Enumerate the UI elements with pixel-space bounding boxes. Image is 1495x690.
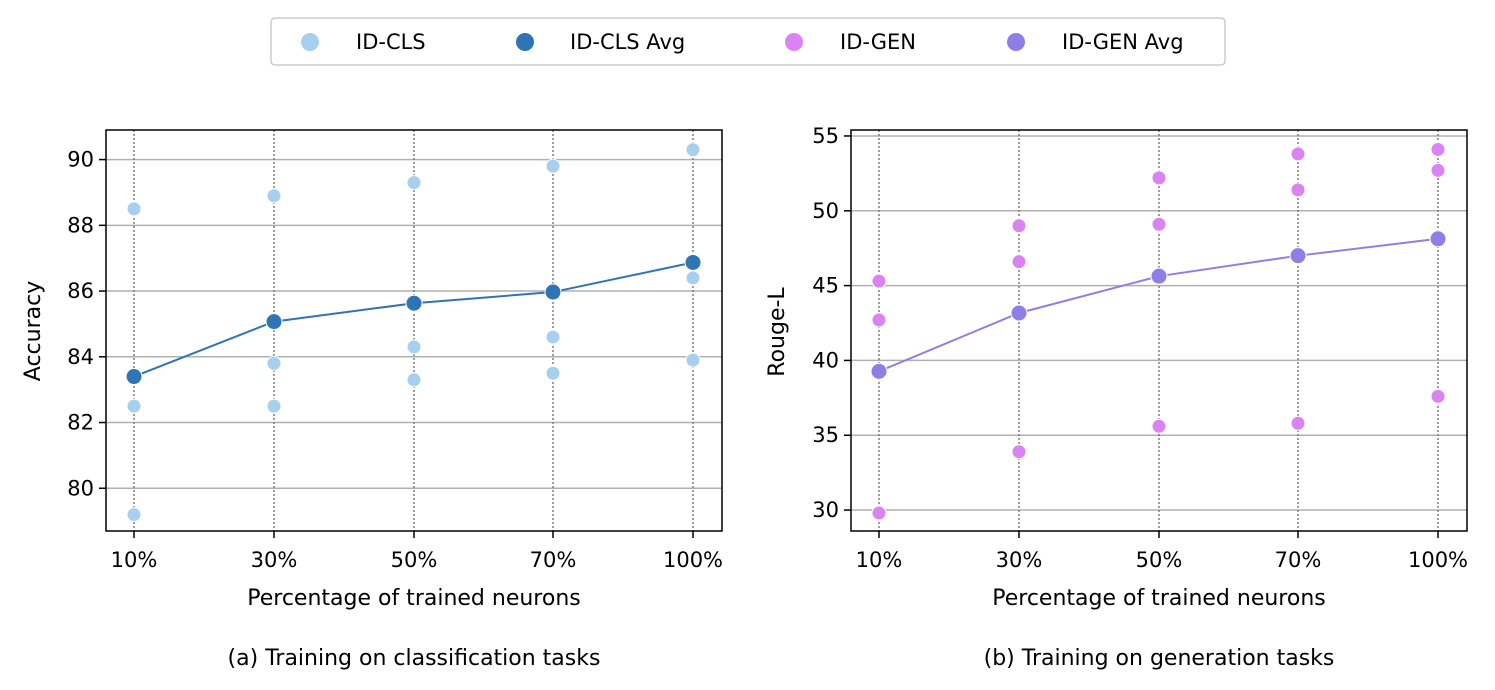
x-axis-label: Percentage of trained neurons <box>247 586 581 611</box>
data-point <box>406 175 422 191</box>
y-tick-label: 90 <box>67 148 94 172</box>
x-tick-label: 70% <box>1275 548 1322 572</box>
data-point <box>266 355 282 371</box>
data-point <box>1430 141 1446 157</box>
data-point <box>1151 216 1167 232</box>
legend-label-id-cls-avg: ID-CLS Avg <box>570 30 685 54</box>
y-tick-label: 30 <box>812 498 839 522</box>
data-point <box>266 398 282 414</box>
data-point <box>266 188 282 204</box>
avg-point <box>870 362 888 380</box>
legend-label-id-cls: ID-CLS <box>356 30 426 54</box>
data-point <box>1151 418 1167 434</box>
data-point <box>1290 182 1306 198</box>
x-tick-label: 10% <box>856 548 903 572</box>
y-tick-label: 55 <box>812 124 839 148</box>
data-point <box>1430 388 1446 404</box>
data-point <box>685 142 701 158</box>
caption-generation: (b) Training on generation tasks <box>984 646 1335 671</box>
legend-label-id-gen: ID-GEN <box>840 30 916 54</box>
x-axis-label: Percentage of trained neurons <box>992 586 1326 611</box>
avg-point <box>125 368 143 386</box>
y-tick-label: 35 <box>812 423 839 447</box>
data-point <box>545 158 561 174</box>
data-point <box>685 270 701 286</box>
legend-marker-id-cls-avg <box>516 33 534 51</box>
data-point <box>871 505 887 521</box>
data-point <box>1011 218 1027 234</box>
avg-point <box>1150 267 1168 285</box>
legend-marker-id-gen <box>785 33 803 51</box>
avg-point <box>544 283 562 301</box>
x-tick-label: 10% <box>111 548 158 572</box>
chart-panel-generation: 30 35 40 45 50 55 10% 30% 50% 70% 100% Percentage … <box>765 124 1468 671</box>
y-tick-label: 86 <box>67 279 94 303</box>
y-axis-label: Rouge-L <box>765 287 790 377</box>
x-tick-label: 50% <box>1136 548 1183 572</box>
data-point <box>406 372 422 388</box>
data-point <box>545 329 561 345</box>
y-tick-label: 45 <box>812 274 839 298</box>
legend-frame <box>270 17 1226 66</box>
y-tick-label: 84 <box>67 345 94 369</box>
data-point <box>126 398 142 414</box>
avg-point <box>1429 230 1447 248</box>
y-tick-label: 40 <box>812 348 839 372</box>
data-point <box>1011 444 1027 460</box>
caption-classification: (a) Training on classification tasks <box>228 646 601 671</box>
data-point <box>871 273 887 289</box>
y-tick-label: 82 <box>67 411 94 435</box>
data-point <box>126 507 142 523</box>
data-point <box>406 339 422 355</box>
x-tick-label: 100% <box>663 548 723 572</box>
x-tick-label: 30% <box>996 548 1043 572</box>
avg-point <box>265 313 283 331</box>
data-point <box>871 312 887 328</box>
legend: ID-CLS ID-CLS Avg ID-GEN ID-GEN Avg <box>270 17 1226 66</box>
data-point <box>126 201 142 217</box>
y-tick-label: 80 <box>67 476 94 500</box>
legend-label-id-gen-avg: ID-GEN Avg <box>1062 30 1184 54</box>
x-tick-label: 50% <box>391 548 438 572</box>
data-point <box>1011 254 1027 270</box>
y-axis-label: Accuracy <box>21 281 46 381</box>
y-tick-label: 50 <box>812 199 839 223</box>
avg-point <box>684 253 702 271</box>
avg-point <box>405 294 423 312</box>
data-point <box>1430 162 1446 178</box>
legend-marker-id-gen-avg <box>1007 33 1025 51</box>
data-point <box>685 352 701 368</box>
x-tick-label: 100% <box>1408 548 1468 572</box>
avg-point <box>1289 247 1307 265</box>
x-tick-label: 30% <box>251 548 298 572</box>
data-point <box>1290 146 1306 162</box>
data-point <box>1290 415 1306 431</box>
x-tick-label: 70% <box>530 548 577 572</box>
data-point <box>1151 170 1167 186</box>
avg-point <box>1010 304 1028 322</box>
data-point <box>545 365 561 381</box>
y-tick-label: 88 <box>67 213 94 237</box>
chart-panel-classification: 80 82 84 86 88 90 10% 30% 50% 70% 100% Percentage … <box>21 129 723 671</box>
legend-marker-id-cls <box>301 33 319 51</box>
